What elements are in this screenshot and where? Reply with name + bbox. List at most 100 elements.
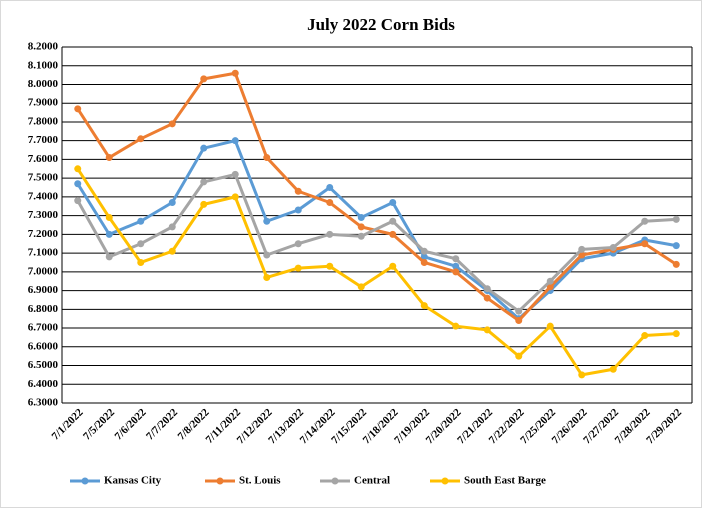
point [357,223,365,231]
point [200,178,208,186]
point [137,135,145,143]
point [105,154,113,162]
y-tick-label: 7.8000 [28,115,59,127]
point [263,273,271,281]
point [105,214,113,222]
point [515,317,523,325]
point [641,240,649,248]
point [74,197,82,205]
y-tick-label: 7.6000 [28,153,59,165]
point [389,217,397,225]
point [263,217,271,225]
point [420,258,428,266]
series-line [76,139,677,321]
point [483,294,491,302]
point [231,137,239,145]
point [326,184,334,192]
point [389,230,397,238]
legend-label: Kansas City [104,475,162,487]
series-line [76,71,678,323]
point [672,260,680,268]
point [231,69,239,77]
y-tick-label: 7.3000 [28,209,59,221]
point [546,277,554,285]
point [231,170,239,178]
point [641,217,649,225]
point [326,230,334,238]
y-tick-label: 6.5000 [28,359,59,371]
y-tick-label: 8.0000 [28,78,59,90]
point [420,302,428,310]
point [546,283,554,291]
y-tick-label: 7.5000 [28,172,59,184]
point [452,262,460,270]
point [137,217,145,225]
point [515,307,523,315]
point [357,232,365,240]
point [389,199,397,207]
point [641,332,649,340]
point [294,206,302,214]
point [168,120,176,128]
point [452,255,460,263]
point [452,322,460,330]
y-tick-label: 6.8000 [28,303,59,315]
legend-marker [331,477,339,485]
point [420,253,428,261]
point [389,262,397,270]
point [578,245,586,253]
series-line [76,167,677,377]
y-tick-label: 7.7000 [28,134,59,146]
point [326,199,334,207]
legend-label: Central [354,475,390,487]
point [357,214,365,222]
point [200,200,208,208]
y-tick-label: 7.2000 [28,228,59,240]
point [672,242,680,250]
point [263,251,271,259]
point [483,326,491,334]
y-tick-label: 6.6000 [28,340,59,352]
y-tick-label: 7.1000 [28,247,59,259]
y-tick-label: 6.9000 [28,284,59,296]
legend-label: South East Barge [464,475,546,487]
y-tick-label: 7.4000 [28,190,59,202]
point [357,283,365,291]
point [609,243,617,251]
point [74,165,82,173]
y-tick-label: 6.3000 [28,397,59,409]
point [672,215,680,223]
point [483,285,491,293]
point [326,262,334,270]
y-tick-label: 8.2000 [28,41,59,53]
y-tick-label: 7.0000 [28,265,59,277]
legend-label: St. Louis [239,475,281,487]
point [515,352,523,360]
point [294,240,302,248]
point [105,253,113,261]
point [672,330,680,338]
y-tick-label: 6.4000 [28,378,59,390]
point [105,230,113,238]
series-line [76,172,677,313]
legend-marker [441,477,449,485]
y-tick-label: 8.1000 [28,59,59,71]
point [168,223,176,231]
y-tick-label: 7.9000 [28,97,59,109]
point [200,144,208,152]
point [137,258,145,266]
point [452,268,460,276]
y-tick-label: 6.7000 [28,322,59,334]
legend-marker [216,477,224,485]
point [546,322,554,330]
point [137,240,145,248]
chart-title: July 2022 Corn Bids [307,15,455,34]
point [578,371,586,379]
point [74,180,82,188]
point [168,247,176,255]
point [231,193,239,201]
point [294,264,302,272]
point [168,199,176,207]
point [294,187,302,195]
